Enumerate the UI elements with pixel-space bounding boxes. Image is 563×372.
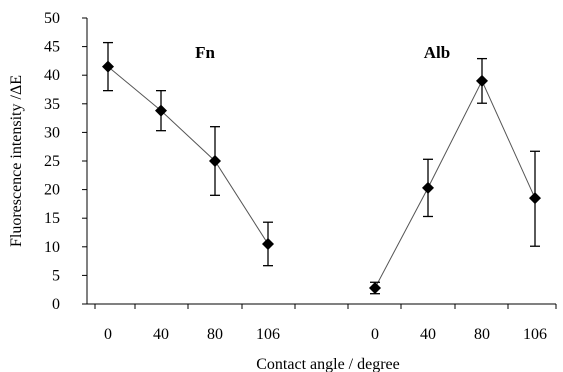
y-tick-label: 35 xyxy=(44,96,60,113)
x-tick-label: 40 xyxy=(153,326,169,343)
y-tick-label: 45 xyxy=(44,39,60,56)
series-alb: Alb xyxy=(369,43,541,295)
series-fn: Fn xyxy=(102,41,274,267)
x-tick-label: 0 xyxy=(371,326,379,343)
series-label: Fn xyxy=(195,43,215,62)
y-tick-label: 15 xyxy=(44,210,60,227)
y-tick-label: 30 xyxy=(44,124,60,141)
data-point xyxy=(422,181,434,194)
y-axis-title: Fluorescence intensity /ΔE xyxy=(8,75,25,247)
x-tick-label: 80 xyxy=(207,326,223,343)
data-point xyxy=(262,237,274,250)
series-line xyxy=(107,66,269,245)
data-point xyxy=(102,60,114,73)
y-tick-label: 10 xyxy=(44,239,60,256)
x-ticks: 0 40 80 106 0 40 80 106 xyxy=(94,304,557,343)
data-point xyxy=(529,192,541,205)
y-tick-label: 25 xyxy=(44,153,60,170)
y-ticks: 0 5 10 15 20 25 30 35 40 45 50 xyxy=(44,10,87,313)
data-point xyxy=(476,74,488,87)
y-tick-label: 20 xyxy=(44,182,60,199)
x-tick-label: 80 xyxy=(474,326,490,343)
x-axis-title: Contact angle / degree xyxy=(256,356,400,372)
axes: 0 5 10 15 20 25 30 35 40 45 50 0 40 80 106 0 40 80 106 xyxy=(44,10,557,343)
series-label: Alb xyxy=(424,43,450,62)
series: Fn Alb xyxy=(102,41,541,295)
x-tick-label: 40 xyxy=(420,326,436,343)
x-tick-label: 0 xyxy=(104,326,112,343)
x-tick-label: 106 xyxy=(523,326,547,343)
data-point xyxy=(209,155,221,167)
y-tick-label: 40 xyxy=(44,67,60,84)
data-point xyxy=(369,281,381,294)
series-line xyxy=(374,79,536,289)
y-tick-label: 5 xyxy=(52,267,60,284)
y-tick-label: 50 xyxy=(44,10,60,27)
data-point xyxy=(155,104,167,117)
x-tick-label: 106 xyxy=(256,326,280,343)
y-tick-label: 0 xyxy=(52,296,60,313)
